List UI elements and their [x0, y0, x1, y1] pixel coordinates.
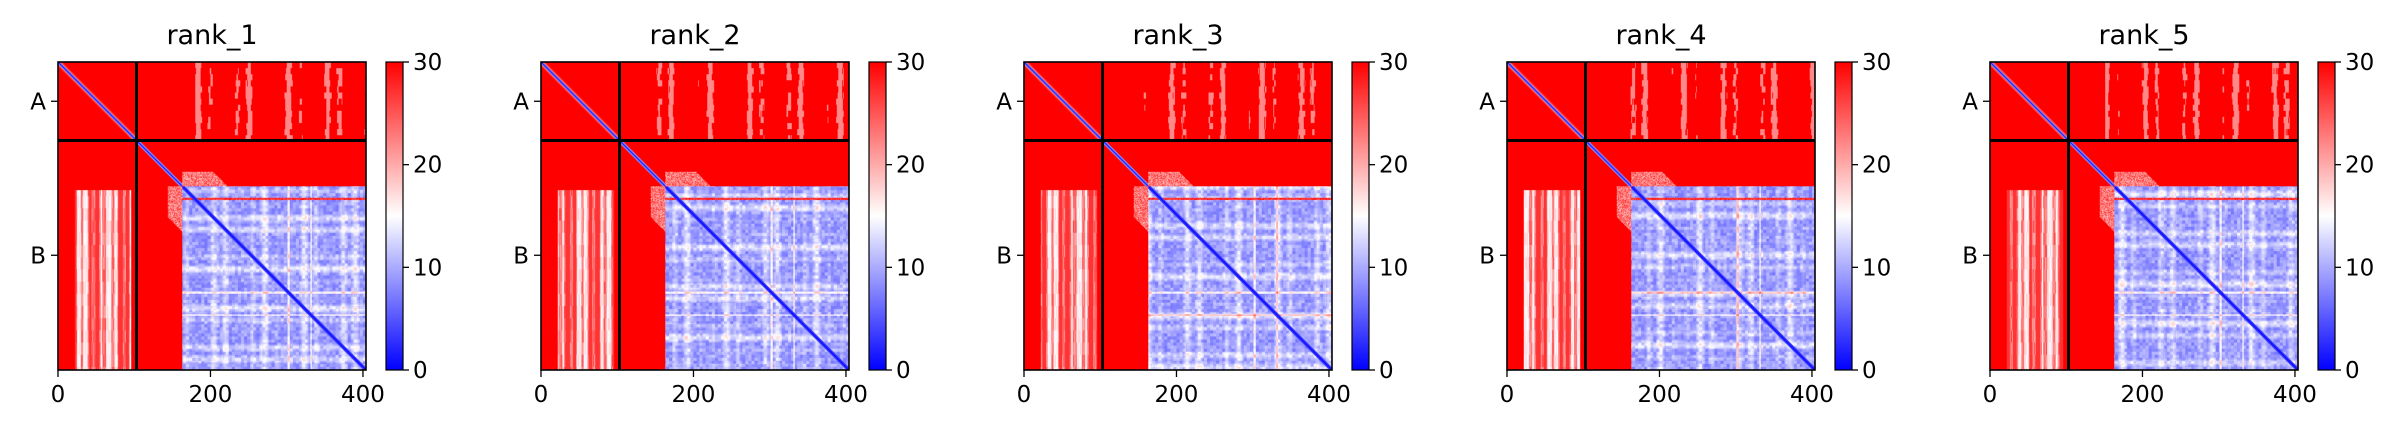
plot-frame [540, 61, 850, 371]
colorbar [1351, 61, 1370, 371]
colorbar-tick-label: 10 [1379, 255, 1408, 281]
x-tick-label: 0 [534, 382, 549, 408]
panel-title: rank_1 [166, 20, 257, 51]
colorbar-tick-label: 0 [2345, 358, 2360, 384]
panel-2: rank_2 0 200 400 A B 0 10 20 30 [513, 20, 925, 408]
y-tick-label: A [30, 89, 46, 115]
colorbar-tick-label: 10 [896, 255, 925, 281]
plot-frame [1506, 61, 1816, 371]
y-tick-label: A [1962, 89, 1978, 115]
plot-frame [1023, 61, 1333, 371]
panel-title: rank_4 [1615, 20, 1706, 51]
x-tick-label: 0 [1017, 382, 1032, 408]
colorbar-tick-label: 20 [413, 153, 442, 179]
y-tick-label: B [1479, 243, 1495, 269]
colorbar-tick-label: 30 [413, 50, 442, 76]
colorbar-tick-label: 10 [2345, 255, 2374, 281]
heatmap-image [1507, 62, 1815, 370]
heatmap-image [1990, 62, 2298, 370]
y-tick-label: B [30, 243, 46, 269]
colorbar-tick-label: 20 [1862, 153, 1891, 179]
y-tick-label: B [996, 243, 1012, 269]
colorbar [385, 61, 404, 371]
plot-frame [57, 61, 367, 371]
y-tick-label: A [513, 89, 529, 115]
panel-3: rank_3 0 200 400 A B 0 10 20 30 [996, 20, 1408, 408]
heatmap-image [1024, 62, 1332, 370]
colorbar-tick-label: 0 [1379, 358, 1394, 384]
colorbar [868, 61, 887, 371]
colorbar-tick-label: 20 [896, 153, 925, 179]
colorbar [2317, 61, 2336, 371]
colorbar-tick-label: 20 [1379, 153, 1408, 179]
colorbar-tick-label: 30 [896, 50, 925, 76]
x-tick-label: 400 [1790, 382, 1834, 408]
heatmap-image [58, 62, 366, 370]
x-tick-label: 400 [824, 382, 868, 408]
panel-5: rank_5 0 200 400 A B 0 10 20 30 [1962, 20, 2374, 408]
colorbar-tick-label: 10 [1862, 255, 1891, 281]
x-tick-label: 200 [1638, 382, 1682, 408]
x-tick-label: 0 [1500, 382, 1515, 408]
x-tick-label: 400 [2273, 382, 2317, 408]
x-tick-label: 0 [51, 382, 66, 408]
x-tick-label: 200 [672, 382, 716, 408]
panel-title: rank_2 [649, 20, 740, 51]
colorbar [1834, 61, 1853, 371]
heatmap-image [541, 62, 849, 370]
panel-1: rank_1 0 200 400 A B 0 10 20 30 [30, 20, 442, 408]
plot-frame [1989, 61, 2299, 371]
panel-title: rank_3 [1132, 20, 1223, 51]
colorbar-tick-label: 30 [2345, 50, 2374, 76]
panel-4: rank_4 0 200 400 A B 0 10 20 30 [1479, 20, 1891, 408]
x-tick-label: 200 [2121, 382, 2165, 408]
y-tick-label: A [1479, 89, 1495, 115]
panel-title: rank_5 [2098, 20, 2189, 51]
colorbar-tick-label: 0 [896, 358, 911, 384]
x-tick-label: 400 [1307, 382, 1351, 408]
colorbar-tick-label: 20 [2345, 153, 2374, 179]
y-tick-label: A [996, 89, 1012, 115]
y-tick-label: B [1962, 243, 1978, 269]
colorbar-tick-label: 0 [413, 358, 428, 384]
colorbar-tick-label: 0 [1862, 358, 1877, 384]
colorbar-tick-label: 30 [1862, 50, 1891, 76]
x-tick-label: 200 [1155, 382, 1199, 408]
x-tick-label: 400 [341, 382, 385, 408]
colorbar-tick-label: 10 [413, 255, 442, 281]
colorbar-tick-label: 30 [1379, 50, 1408, 76]
x-tick-label: 200 [189, 382, 233, 408]
x-tick-label: 0 [1983, 382, 1998, 408]
y-tick-label: B [513, 243, 529, 269]
